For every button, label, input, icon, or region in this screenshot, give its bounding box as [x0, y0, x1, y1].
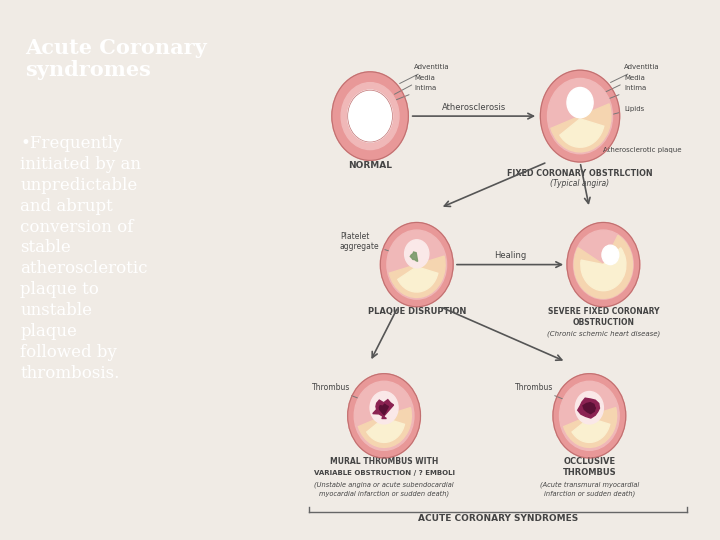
- Text: (Chronic schemic heart disease): (Chronic schemic heart disease): [546, 331, 660, 338]
- Circle shape: [332, 72, 408, 160]
- Circle shape: [348, 90, 392, 142]
- Wedge shape: [398, 267, 438, 292]
- Wedge shape: [390, 256, 445, 298]
- Text: Lipids: Lipids: [588, 106, 644, 121]
- Wedge shape: [572, 418, 610, 442]
- Wedge shape: [551, 104, 611, 152]
- Wedge shape: [560, 119, 604, 147]
- Wedge shape: [359, 408, 411, 447]
- Text: (Acute transmural myocardial: (Acute transmural myocardial: [540, 481, 639, 488]
- Circle shape: [370, 392, 398, 424]
- Text: MURAL THROMBUS WITH: MURAL THROMBUS WITH: [330, 457, 438, 467]
- Circle shape: [553, 374, 626, 458]
- Polygon shape: [379, 404, 388, 415]
- Text: myocardial infarction or sudden death): myocardial infarction or sudden death): [319, 491, 449, 497]
- Text: Adventitia: Adventitia: [611, 64, 660, 83]
- Text: OBSTRUCTION: OBSTRUCTION: [572, 318, 634, 327]
- Text: Healing: Healing: [494, 251, 526, 260]
- Text: ACUTE CORONARY SYNDROMES: ACUTE CORONARY SYNDROMES: [418, 514, 578, 523]
- Circle shape: [602, 245, 618, 265]
- Text: Platelet
aggregate: Platelet aggregate: [340, 232, 410, 257]
- Circle shape: [387, 230, 446, 299]
- Text: Atherosclerosis: Atherosclerosis: [441, 103, 505, 112]
- Text: Thrombus: Thrombus: [312, 383, 370, 403]
- Text: infarction or sudden death): infarction or sudden death): [544, 491, 635, 497]
- Text: NORMAL: NORMAL: [348, 161, 392, 171]
- Text: (Unstable angina or acute subendocardial: (Unstable angina or acute subendocardial: [314, 481, 454, 488]
- Circle shape: [405, 240, 429, 268]
- Circle shape: [341, 83, 399, 150]
- Polygon shape: [583, 403, 595, 414]
- Circle shape: [354, 381, 414, 450]
- Circle shape: [559, 381, 619, 450]
- Text: Intima: Intima: [598, 85, 647, 103]
- Circle shape: [567, 87, 593, 118]
- Text: Intima: Intima: [387, 85, 436, 103]
- Circle shape: [541, 70, 620, 162]
- Circle shape: [567, 222, 640, 307]
- Polygon shape: [373, 400, 394, 419]
- Wedge shape: [564, 408, 616, 447]
- Text: Acute Coronary
syndromes: Acute Coronary syndromes: [25, 38, 207, 80]
- Text: •Frequently
initiated by an
unpredictable
and abrupt
conversion of
stable
athero: •Frequently initiated by an unpredictabl…: [20, 135, 148, 382]
- Text: VARIABLE OBSTRUCTION / ? EMBOLI: VARIABLE OBSTRUCTION / ? EMBOLI: [314, 470, 454, 476]
- Text: (Typical angira): (Typical angira): [551, 179, 610, 188]
- Text: Media: Media: [395, 75, 436, 94]
- Text: FIXED CORONARY OBSTRLCTION: FIXED CORONARY OBSTRLCTION: [507, 168, 653, 178]
- Text: Media: Media: [605, 75, 645, 92]
- Text: THROMBUS: THROMBUS: [562, 468, 616, 477]
- Circle shape: [574, 230, 633, 299]
- Text: SEVERE FIXED CORONARY: SEVERE FIXED CORONARY: [548, 307, 659, 316]
- Circle shape: [380, 222, 453, 307]
- Text: OCCLUSIVE: OCCLUSIVE: [563, 457, 616, 467]
- Circle shape: [547, 78, 613, 154]
- Wedge shape: [366, 418, 405, 442]
- Wedge shape: [575, 235, 632, 298]
- Circle shape: [575, 392, 603, 424]
- Wedge shape: [581, 248, 626, 291]
- Text: Atherosclerotic plaque: Atherosclerotic plaque: [571, 143, 682, 153]
- Text: PLAQUE DISRUPTION: PLAQUE DISRUPTION: [367, 307, 466, 316]
- Text: Thrombus: Thrombus: [515, 383, 573, 403]
- Circle shape: [348, 374, 420, 458]
- Polygon shape: [577, 398, 600, 418]
- Polygon shape: [410, 252, 418, 261]
- Text: Adventitia: Adventitia: [400, 64, 450, 84]
